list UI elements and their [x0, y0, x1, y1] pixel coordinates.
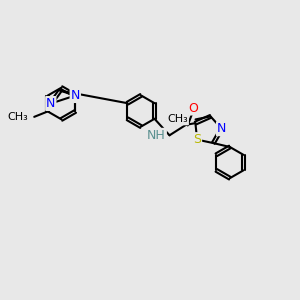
- Text: CH₃: CH₃: [7, 112, 28, 122]
- Text: O: O: [188, 101, 198, 115]
- Text: N: N: [46, 97, 56, 110]
- Text: CH₃: CH₃: [167, 114, 188, 124]
- Text: N: N: [70, 89, 80, 102]
- Text: NH: NH: [147, 129, 166, 142]
- Text: N: N: [217, 122, 226, 135]
- Text: S: S: [193, 133, 201, 146]
